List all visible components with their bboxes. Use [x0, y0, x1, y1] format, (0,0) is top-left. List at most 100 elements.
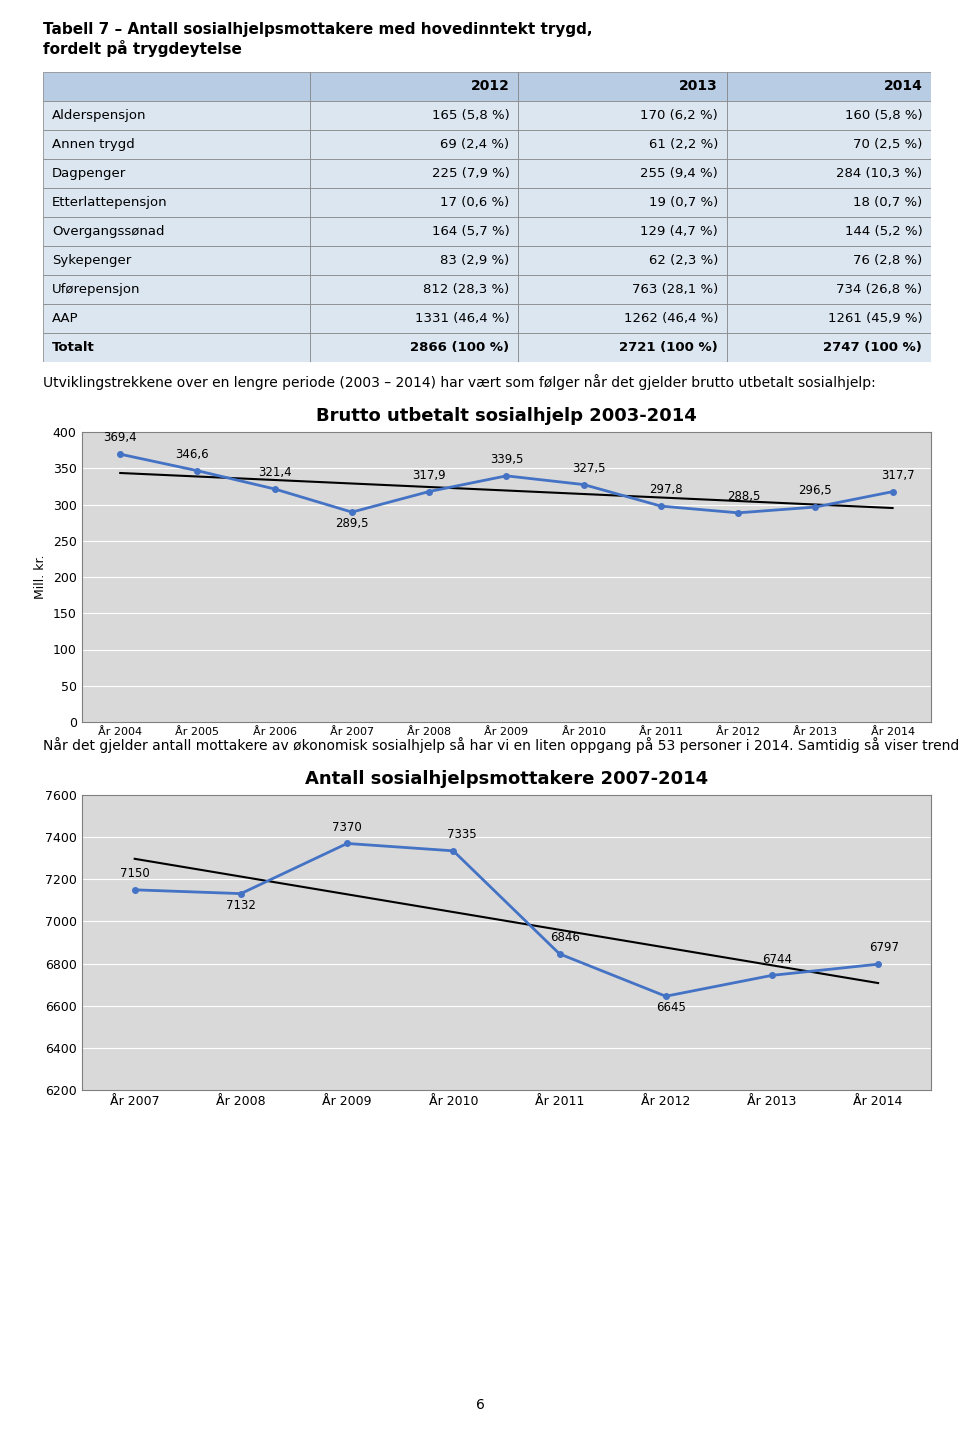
FancyBboxPatch shape — [727, 159, 931, 188]
Text: 18 (0,7 %): 18 (0,7 %) — [853, 196, 923, 209]
Text: 2013: 2013 — [680, 80, 718, 93]
FancyBboxPatch shape — [43, 188, 309, 218]
Text: Totalt: Totalt — [52, 341, 95, 354]
FancyBboxPatch shape — [727, 72, 931, 102]
Text: 70 (2,5 %): 70 (2,5 %) — [852, 137, 923, 150]
Text: 369,4: 369,4 — [104, 431, 137, 444]
Text: 2012: 2012 — [470, 80, 510, 93]
FancyBboxPatch shape — [727, 304, 931, 334]
Text: 346,6: 346,6 — [175, 448, 208, 461]
Text: 763 (28,1 %): 763 (28,1 %) — [632, 284, 718, 296]
Text: Tabell 7 – Antall sosialhjelpsmottakere med hovedinntekt trygd,: Tabell 7 – Antall sosialhjelpsmottakere … — [43, 21, 592, 37]
Text: 7335: 7335 — [446, 828, 476, 841]
Text: AAP: AAP — [52, 312, 79, 325]
Text: 7132: 7132 — [226, 899, 255, 912]
FancyBboxPatch shape — [518, 304, 727, 334]
Text: 19 (0,7 %): 19 (0,7 %) — [649, 196, 718, 209]
Text: 734 (26,8 %): 734 (26,8 %) — [836, 284, 923, 296]
Text: 284 (10,3 %): 284 (10,3 %) — [836, 168, 923, 180]
Text: 317,7: 317,7 — [881, 468, 915, 483]
Text: 1261 (45,9 %): 1261 (45,9 %) — [828, 312, 923, 325]
FancyBboxPatch shape — [518, 130, 727, 159]
Text: 2014: 2014 — [883, 80, 923, 93]
Text: 61 (2,2 %): 61 (2,2 %) — [649, 137, 718, 150]
FancyBboxPatch shape — [309, 275, 518, 304]
Text: 1262 (46,4 %): 1262 (46,4 %) — [624, 312, 718, 325]
Text: 129 (4,7 %): 129 (4,7 %) — [640, 225, 718, 238]
FancyBboxPatch shape — [43, 304, 309, 334]
Text: 160 (5,8 %): 160 (5,8 %) — [845, 109, 923, 122]
FancyBboxPatch shape — [43, 246, 309, 275]
Text: 289,5: 289,5 — [335, 517, 369, 530]
FancyBboxPatch shape — [309, 188, 518, 218]
FancyBboxPatch shape — [518, 218, 727, 246]
Text: 2747 (100 %): 2747 (100 %) — [824, 341, 923, 354]
FancyBboxPatch shape — [727, 275, 931, 304]
FancyBboxPatch shape — [43, 72, 309, 102]
FancyBboxPatch shape — [518, 246, 727, 275]
FancyBboxPatch shape — [518, 275, 727, 304]
FancyBboxPatch shape — [727, 102, 931, 130]
Text: 6744: 6744 — [762, 952, 792, 965]
FancyBboxPatch shape — [43, 102, 309, 130]
Text: Etterlattepensjon: Etterlattepensjon — [52, 196, 168, 209]
FancyBboxPatch shape — [518, 102, 727, 130]
Text: 296,5: 296,5 — [799, 484, 832, 497]
Text: Dagpenger: Dagpenger — [52, 168, 127, 180]
FancyBboxPatch shape — [309, 304, 518, 334]
Text: 812 (28,3 %): 812 (28,3 %) — [423, 284, 510, 296]
FancyBboxPatch shape — [43, 159, 309, 188]
FancyBboxPatch shape — [727, 246, 931, 275]
Text: Utviklingstrekkene over en lengre periode (2003 – 2014) har vært som følger når : Utviklingstrekkene over en lengre period… — [43, 374, 876, 390]
FancyBboxPatch shape — [43, 218, 309, 246]
Y-axis label: Mill. kr.: Mill. kr. — [35, 554, 47, 599]
FancyBboxPatch shape — [518, 334, 727, 362]
Text: 327,5: 327,5 — [572, 463, 606, 475]
FancyBboxPatch shape — [727, 218, 931, 246]
FancyBboxPatch shape — [43, 275, 309, 304]
Text: 255 (9,4 %): 255 (9,4 %) — [640, 168, 718, 180]
Text: 165 (5,8 %): 165 (5,8 %) — [432, 109, 510, 122]
FancyBboxPatch shape — [309, 130, 518, 159]
Text: 6846: 6846 — [550, 931, 580, 944]
FancyBboxPatch shape — [309, 102, 518, 130]
Text: 62 (2,3 %): 62 (2,3 %) — [649, 253, 718, 266]
FancyBboxPatch shape — [309, 334, 518, 362]
Text: 297,8: 297,8 — [650, 484, 684, 497]
FancyBboxPatch shape — [309, 159, 518, 188]
FancyBboxPatch shape — [518, 159, 727, 188]
Text: 144 (5,2 %): 144 (5,2 %) — [845, 225, 923, 238]
Text: 6645: 6645 — [657, 1001, 686, 1014]
FancyBboxPatch shape — [518, 188, 727, 218]
Text: 1331 (46,4 %): 1331 (46,4 %) — [415, 312, 510, 325]
FancyBboxPatch shape — [518, 72, 727, 102]
FancyBboxPatch shape — [727, 188, 931, 218]
Text: 339,5: 339,5 — [490, 453, 523, 467]
Text: Når det gjelder antall mottakere av økonomisk sosialhjelp så har vi en liten opp: Når det gjelder antall mottakere av økon… — [43, 737, 960, 753]
Text: 83 (2,9 %): 83 (2,9 %) — [440, 253, 510, 266]
Text: 2866 (100 %): 2866 (100 %) — [410, 341, 510, 354]
Title: Antall sosialhjelpsmottakere 2007-2014: Antall sosialhjelpsmottakere 2007-2014 — [305, 770, 708, 788]
Title: Brutto utbetalt sosialhjelp 2003-2014: Brutto utbetalt sosialhjelp 2003-2014 — [316, 407, 697, 425]
Text: 7150: 7150 — [120, 868, 150, 881]
Text: Overgangssønad: Overgangssønad — [52, 225, 164, 238]
FancyBboxPatch shape — [43, 334, 309, 362]
Text: 2721 (100 %): 2721 (100 %) — [619, 341, 718, 354]
Text: 6: 6 — [475, 1398, 485, 1412]
Text: 288,5: 288,5 — [727, 490, 760, 503]
Text: 7370: 7370 — [332, 821, 362, 833]
Text: 76 (2,8 %): 76 (2,8 %) — [853, 253, 923, 266]
Text: fordelt på trygdeytelse: fordelt på trygdeytelse — [43, 40, 242, 57]
FancyBboxPatch shape — [727, 334, 931, 362]
FancyBboxPatch shape — [43, 130, 309, 159]
FancyBboxPatch shape — [727, 130, 931, 159]
FancyBboxPatch shape — [309, 72, 518, 102]
Text: 17 (0,6 %): 17 (0,6 %) — [440, 196, 510, 209]
Text: Uførepensjon: Uførepensjon — [52, 284, 140, 296]
Text: 6797: 6797 — [869, 941, 899, 955]
Text: 164 (5,7 %): 164 (5,7 %) — [432, 225, 510, 238]
Text: 170 (6,2 %): 170 (6,2 %) — [640, 109, 718, 122]
Text: 317,9: 317,9 — [413, 468, 446, 481]
FancyBboxPatch shape — [309, 246, 518, 275]
Text: 321,4: 321,4 — [258, 467, 292, 480]
